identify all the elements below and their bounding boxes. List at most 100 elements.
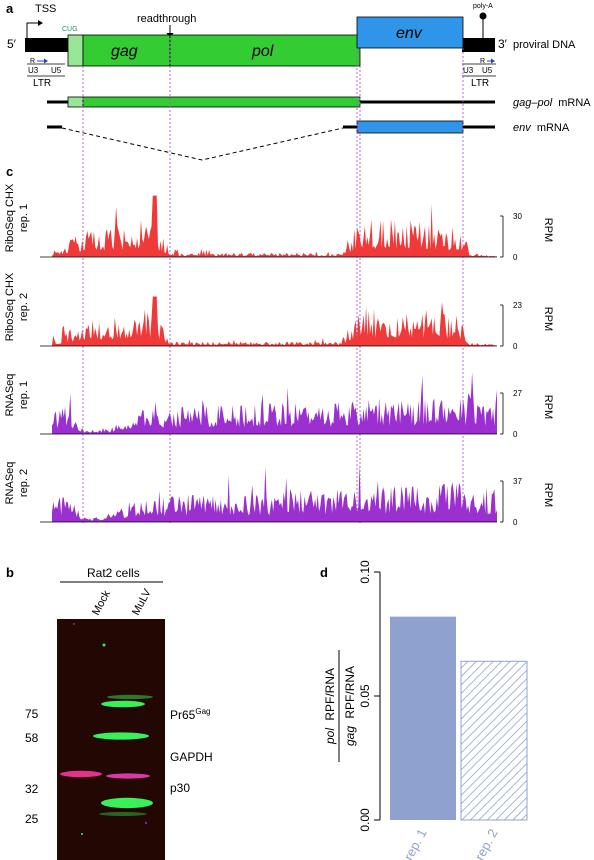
coverage-area-3 xyxy=(52,372,497,434)
env-label: env xyxy=(396,25,423,42)
panel-a: a TSS CUG readthrough poly-A 5′ gag pol xyxy=(6,1,591,523)
five-prime-label: 5′ xyxy=(7,37,17,51)
rpm-label-2: RPM xyxy=(542,307,554,331)
marker-32: 32 xyxy=(25,782,39,796)
lane-mulv-label: MuLV xyxy=(130,587,154,618)
x-tick-label: rep. 1 xyxy=(401,826,430,860)
scale-zero-4: 0 xyxy=(513,518,518,527)
marker-58: 58 xyxy=(25,731,39,745)
pr65-text: Pr65 xyxy=(170,708,196,722)
scale-max-1: 30 xyxy=(513,212,522,221)
track-label-2: RiboSeq CHX xyxy=(4,272,16,341)
u3-label-left: U3 xyxy=(28,66,39,75)
bar-rep-1 xyxy=(390,616,456,820)
u5-label-right: U5 xyxy=(482,66,493,75)
bar-rep-2 xyxy=(460,660,528,821)
bar-chart: 0.00 0.05 0.10 rep. 1 rep. 2 xyxy=(358,560,528,860)
gag-label: gag xyxy=(111,43,138,60)
ylabel-num-gene: pol xyxy=(323,728,337,745)
y-axis-label: pol RPF/RNA gag RPF/RNA xyxy=(323,650,357,762)
gag-pol-mrna-word: mRNA xyxy=(558,97,591,109)
r-arrow-icon-right xyxy=(491,58,495,64)
x-tick-label: rep. 2 xyxy=(472,826,501,860)
track-label-3: RNASeq xyxy=(4,374,16,417)
env-box xyxy=(356,16,464,49)
rat2-cells-label: Rat2 cells xyxy=(87,566,140,580)
ltr-left-annotation: R U3 U5 LTR xyxy=(27,58,65,89)
band-p30 xyxy=(101,797,153,809)
ltr-right-annotation: R U3 U5 LTR xyxy=(462,58,496,89)
pr65-superscript: Gag xyxy=(195,707,210,716)
svg-text:env mRNA: env mRNA xyxy=(513,122,570,134)
env-mrna-gene: env xyxy=(513,122,532,134)
rpm-label-3: RPM xyxy=(542,395,554,419)
panel-c-letter: c xyxy=(6,164,13,179)
coverage-area-2 xyxy=(52,296,497,346)
rpm-label-4: RPM xyxy=(542,483,554,507)
pol-label: pol xyxy=(251,43,274,60)
coverage-area-1 xyxy=(52,195,497,257)
panel-d: d pol RPF/RNA gag RPF/RNA 0.00 0.05 0.10 re… xyxy=(320,560,528,860)
ltr-label-right: LTR xyxy=(471,78,489,89)
r-arrow-icon-left xyxy=(44,58,48,64)
band-pr65-label: Pr65Gag xyxy=(170,707,210,722)
track-rep-label-2: rep. 2 xyxy=(18,293,30,321)
scale-zero-3: 0 xyxy=(513,430,518,439)
scale-max-4: 37 xyxy=(513,477,522,486)
track-rep-label-4: rep. 2 xyxy=(18,469,30,497)
tss-label: TSS xyxy=(35,3,56,15)
panel-d-letter: d xyxy=(320,565,328,580)
cug-extension-box xyxy=(67,34,84,67)
cug-label: CUG xyxy=(62,26,78,33)
lane-mock-label: Mock xyxy=(90,588,113,617)
r-label-right: R xyxy=(480,58,485,65)
band-pr65 xyxy=(101,700,145,708)
ltr-label-left: LTR xyxy=(33,78,51,89)
scale-max-2: 23 xyxy=(513,301,522,310)
band-p30-label: p30 xyxy=(170,781,190,795)
proviral-dna-label: proviral DNA xyxy=(513,39,576,51)
r-label-left: R xyxy=(30,58,35,65)
poly-a-label: poly-A xyxy=(473,3,493,10)
svg-text:gag–pol mRNA: gag–pol mRNA xyxy=(513,97,591,109)
band-faint xyxy=(107,694,153,700)
track-label-4: RNASeq xyxy=(4,462,16,505)
gag-pol-mrna: gag–pol mRNA xyxy=(47,96,591,109)
three-prime-label: 3′ xyxy=(498,37,508,51)
blot-background xyxy=(57,619,165,860)
ylabel-den-gene: gag xyxy=(343,726,357,746)
panel-b-letter: b xyxy=(6,565,14,580)
band-gapdh-mock xyxy=(60,770,102,778)
scale-zero-1: 0 xyxy=(513,253,518,262)
track-label-1: RiboSeq CHX xyxy=(4,183,16,252)
poly-a-pin-icon xyxy=(479,12,487,38)
panel-a-letter: a xyxy=(6,1,14,16)
rpm-label-1: RPM xyxy=(542,218,554,242)
western-blot xyxy=(57,619,165,860)
scale-max-3: 27 xyxy=(513,389,522,398)
coverage-area-4 xyxy=(52,463,497,522)
splice-line xyxy=(61,127,344,161)
band-58 xyxy=(93,732,149,740)
readthrough-label: readthrough xyxy=(137,13,196,25)
y-tick-label: 0.10 xyxy=(358,560,372,584)
band-gapdh-mulv xyxy=(106,773,150,779)
tss-arrow-icon xyxy=(26,20,43,38)
track-rep-label-1: rep. 1 xyxy=(18,204,30,232)
gag-box xyxy=(82,34,171,67)
env-mrna-word: mRNA xyxy=(537,122,570,134)
gag-pol-mrna-gene: gag–pol xyxy=(513,97,553,109)
u3-label-right: U3 xyxy=(463,66,474,75)
env-mrna: env mRNA xyxy=(47,120,570,161)
marker-75: 75 xyxy=(25,707,39,721)
band-gapdh-label: GAPDH xyxy=(170,750,213,764)
panel-b: b Rat2 cells Mock MuLV 75 58 32 25 Pr65G… xyxy=(6,565,213,860)
ylabel-num-rest: RPF/RNA xyxy=(323,668,337,721)
svg-text:gag RPF/RNA: gag RPF/RNA xyxy=(343,666,357,746)
guide-lines xyxy=(82,38,464,523)
svg-text:pol RPF/RNA: pol RPF/RNA xyxy=(323,668,337,745)
ltr-5-block xyxy=(25,38,68,52)
